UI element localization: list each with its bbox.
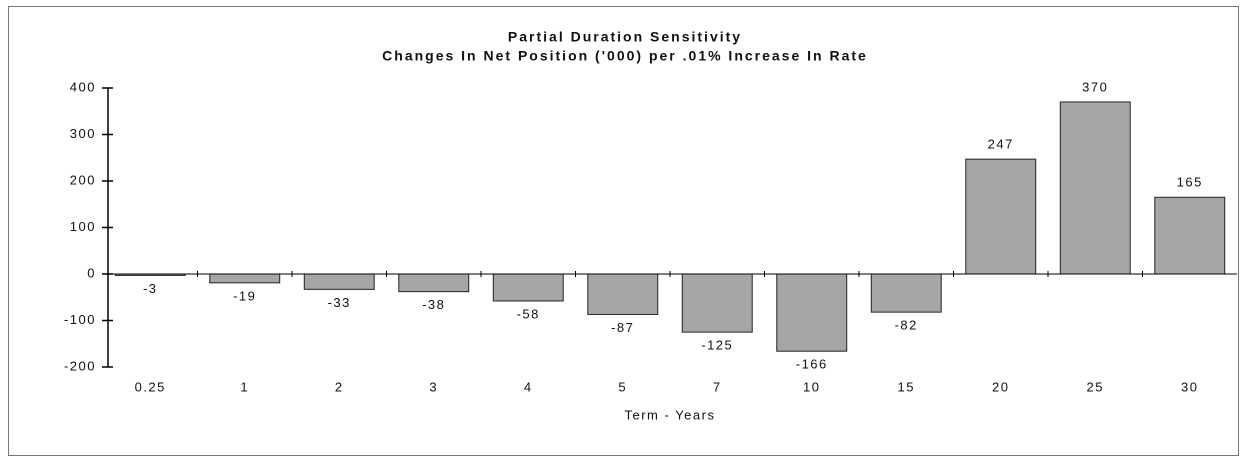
bar <box>681 273 753 333</box>
x-tick-label: 25 <box>1087 379 1104 394</box>
data-label: -19 <box>233 288 256 303</box>
x-axis-title: Term - Years <box>625 407 716 422</box>
x-tick-label: 20 <box>992 379 1009 394</box>
x-tick-label: 3 <box>429 379 438 394</box>
x-tick-label: 30 <box>1181 379 1198 394</box>
x-tick-label: 15 <box>898 379 915 394</box>
bar <box>1059 101 1131 275</box>
bar <box>492 273 564 302</box>
y-tick-label: 300 <box>70 126 96 141</box>
y-tick-label: -200 <box>64 358 96 373</box>
data-label: 165 <box>1177 175 1203 190</box>
y-tick-label: 0 <box>87 265 96 280</box>
y-tick-label: 200 <box>70 172 96 187</box>
x-tick-label: 5 <box>618 379 627 394</box>
bar <box>870 273 942 313</box>
x-tick-label: 7 <box>713 379 722 394</box>
data-label: -38 <box>422 297 445 312</box>
data-label: -58 <box>517 306 540 321</box>
x-tick-label: 10 <box>803 379 820 394</box>
data-label: -33 <box>328 295 351 310</box>
bar <box>1154 196 1226 275</box>
chart-subtitle: Changes In Net Position ('000) per .01% … <box>382 48 868 64</box>
data-label: 247 <box>988 137 1014 152</box>
bar <box>303 273 375 290</box>
data-label: -87 <box>611 320 634 335</box>
bar <box>209 273 281 284</box>
bar <box>965 158 1037 275</box>
data-label: -82 <box>895 318 918 333</box>
x-tick-label: 1 <box>240 379 249 394</box>
data-label: -166 <box>796 357 828 372</box>
y-tick-label: -100 <box>64 312 96 327</box>
data-label: 370 <box>1082 79 1108 94</box>
y-tick-label: 400 <box>70 79 96 94</box>
bar <box>398 273 470 293</box>
x-tick-label: 2 <box>335 379 344 394</box>
x-tick-label: 0.25 <box>135 379 166 394</box>
y-tick-label: 100 <box>70 219 96 234</box>
bar <box>776 273 848 352</box>
bar <box>587 273 659 315</box>
x-tick-label: 4 <box>524 379 533 394</box>
data-label: -125 <box>701 338 733 353</box>
data-label: -3 <box>143 281 158 296</box>
chart-title: Partial Duration Sensitivity <box>508 29 742 45</box>
